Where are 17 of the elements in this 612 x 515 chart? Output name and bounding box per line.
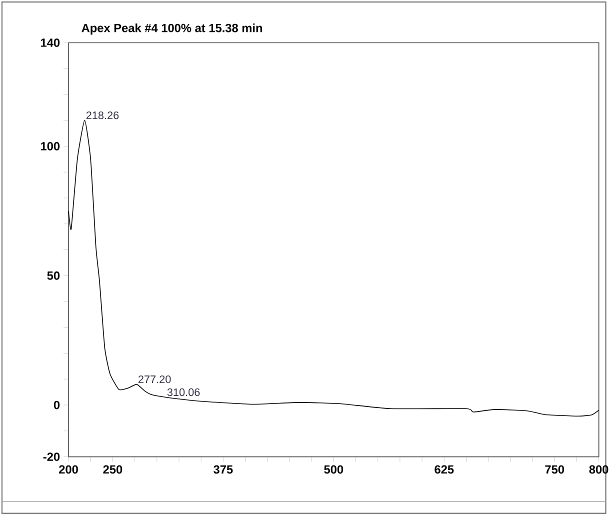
annotation: 277.20 bbox=[138, 375, 171, 383]
annotation: 310.06 bbox=[167, 388, 200, 396]
x-tick-label: 750 bbox=[545, 465, 564, 474]
x-tick-label: 375 bbox=[214, 465, 233, 474]
y-tick-label: 100 bbox=[40, 142, 60, 150]
y-tick-label: 0 bbox=[54, 400, 60, 410]
annotation: 218.26 bbox=[86, 111, 119, 119]
chart-title: Apex Peak #4 100% at 15.38 min bbox=[82, 23, 262, 34]
x-tick-label: 200 bbox=[59, 465, 78, 474]
x-tick-label: 500 bbox=[324, 465, 344, 474]
y-tick-label: -20 bbox=[43, 452, 60, 461]
y-tick-label: 140 bbox=[40, 38, 60, 47]
x-tick-label: 625 bbox=[434, 465, 454, 474]
x-tick-label: 250 bbox=[103, 465, 122, 474]
y-tick-label: 50 bbox=[47, 271, 60, 280]
line-series bbox=[68, 120, 600, 416]
x-tick-label: 800 bbox=[589, 465, 608, 474]
